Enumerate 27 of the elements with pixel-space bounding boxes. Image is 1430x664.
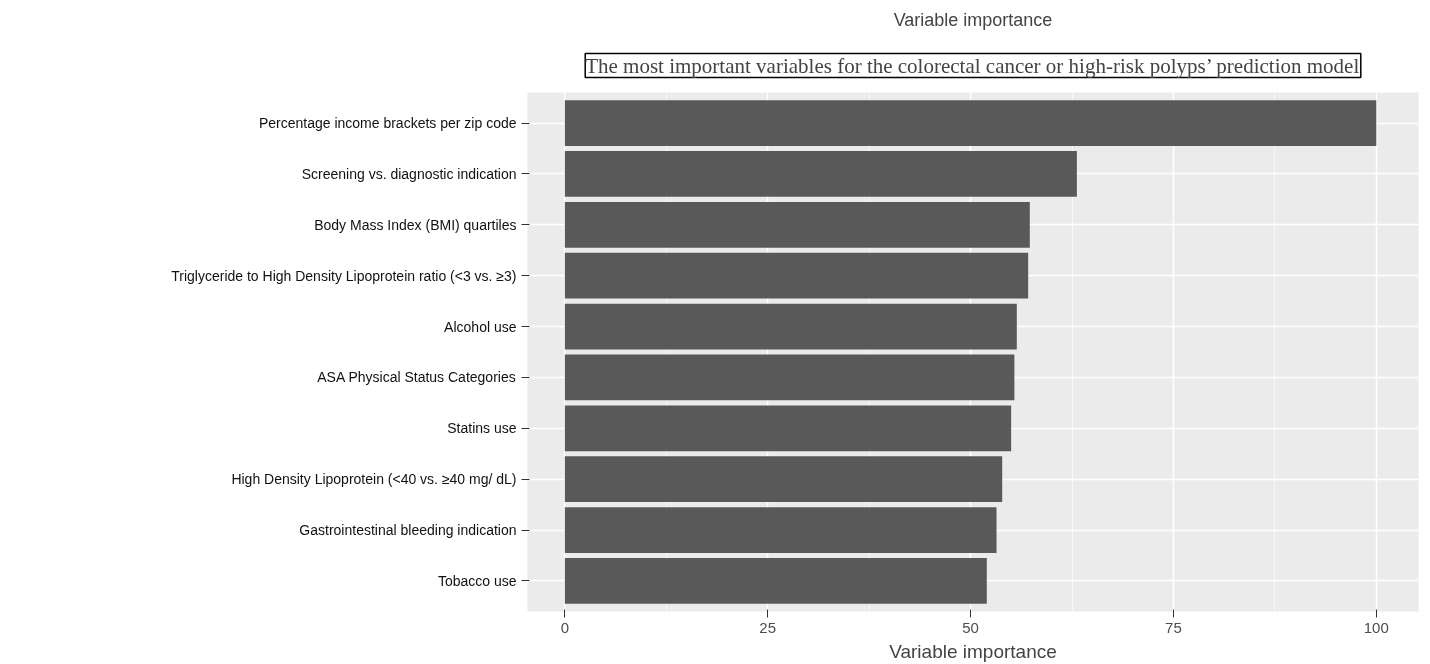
y-tick-label: Screening vs. diagnostic indication — [301, 165, 517, 182]
y-tick-label: Percentage income brackets per zip code — [258, 115, 517, 132]
x-tick-label: 0 — [560, 618, 569, 636]
bar — [564, 405, 1012, 452]
bar — [564, 100, 1377, 146]
x-tick-label: 25 — [759, 618, 777, 636]
y-tick-label: Gastrointestinal bleeding indication — [299, 522, 517, 539]
x-tick-label: 100 — [1363, 618, 1389, 636]
bar — [564, 456, 1003, 503]
bar — [564, 252, 1029, 299]
chart-title: Variable importance — [893, 9, 1053, 30]
y-tick-label: Body Mass Index (BMI) quartiles — [314, 216, 517, 233]
bar — [564, 201, 1030, 248]
y-tick-label: High Density Lipoprotein (<40 vs. ≥40 mg/ dL) — [231, 471, 517, 488]
y-tick-label: Statins use — [447, 420, 517, 437]
bar — [564, 507, 997, 553]
y-tick-label: Alcohol use — [444, 318, 517, 335]
x-tick-label: 75 — [1165, 618, 1182, 636]
bar — [564, 354, 1015, 401]
bar — [564, 303, 1017, 350]
bar — [564, 558, 987, 604]
bar — [564, 151, 1077, 197]
y-tick-label: Triglyceride to High Density Lipoprotein ratio (<3 vs. ≥3) — [171, 267, 517, 284]
y-tick-label: ASA Physical Status Categories — [317, 369, 516, 386]
x-axis-title: Variable importance — [889, 640, 1057, 662]
y-tick-label: Tobacco use — [437, 572, 517, 589]
x-tick-label: 50 — [962, 618, 979, 636]
